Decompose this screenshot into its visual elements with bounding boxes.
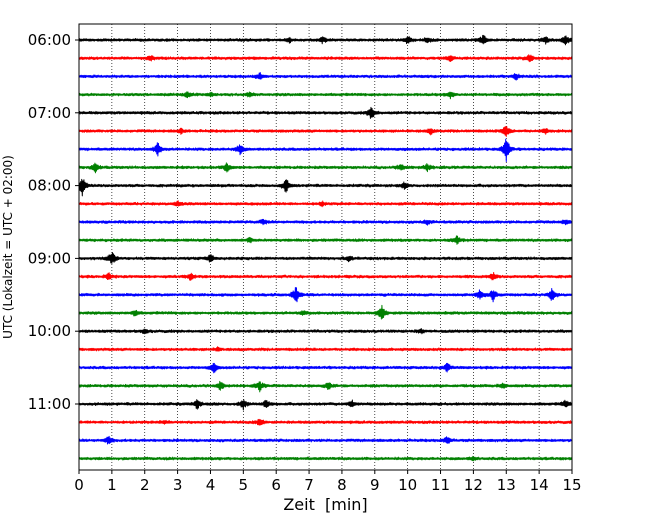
trace-line [78,126,573,137]
trace-line [78,54,573,63]
trace-line [78,178,573,197]
x-tick-label: 11 [431,476,450,494]
trace-line [78,162,573,174]
trace-line [78,362,573,374]
grid-lines [111,24,540,470]
y-tick-label: 07:00 [28,104,71,122]
trace-line [78,287,573,303]
x-tick-label: 9 [370,476,380,494]
trace-line [78,106,573,119]
trace-line [78,218,573,226]
y-tick-label: 11:00 [28,395,71,413]
trace-line [78,91,573,100]
trace-line [78,346,573,352]
trace-line [78,328,573,335]
y-tick-label: 06:00 [28,31,71,49]
x-tick-label: 10 [398,476,417,494]
y-axis-label: UTC (Lokalzeit = UTC + 02:00) [1,155,15,339]
seismic-traces [78,34,573,462]
trace-line [78,399,573,411]
x-axis-ticks: 0 1 2 3 4 5 6 7 8 9 10 11 12 13 14 15 [74,470,582,494]
trace-line [78,138,573,162]
y-tick-label: 08:00 [28,177,71,195]
trace-line [78,251,573,264]
y-axis-ticks: 06:00 07:00 08:00 09:00 10:00 11:00 [28,31,79,413]
trace-line [78,304,573,320]
x-tick-label: 2 [140,476,150,494]
trace-line [78,34,573,46]
x-tick-label: 14 [530,476,549,494]
x-tick-label: 4 [206,476,216,494]
x-tick-label: 13 [497,476,516,494]
y-tick-label: 10:00 [28,322,71,340]
x-tick-label: 5 [239,476,249,494]
y-tick-label: 09:00 [28,249,71,267]
x-tick-label: 3 [173,476,183,494]
trace-line [78,418,573,426]
x-tick-label: 15 [562,476,581,494]
trace-line [78,455,573,462]
x-tick-label: 12 [464,476,483,494]
trace-line [78,380,573,393]
x-tick-label: 6 [271,476,281,494]
x-tick-label: 0 [74,476,84,494]
trace-line [78,200,573,208]
plot-frame [78,23,573,471]
x-tick-label: 7 [304,476,314,494]
x-axis-label: Zeit [min] [283,495,367,514]
x-tick-label: 1 [107,476,117,494]
trace-line [78,272,573,281]
x-tick-label: 8 [337,476,347,494]
trace-line [78,435,573,445]
trace-line [78,235,573,245]
trace-line [78,72,573,81]
